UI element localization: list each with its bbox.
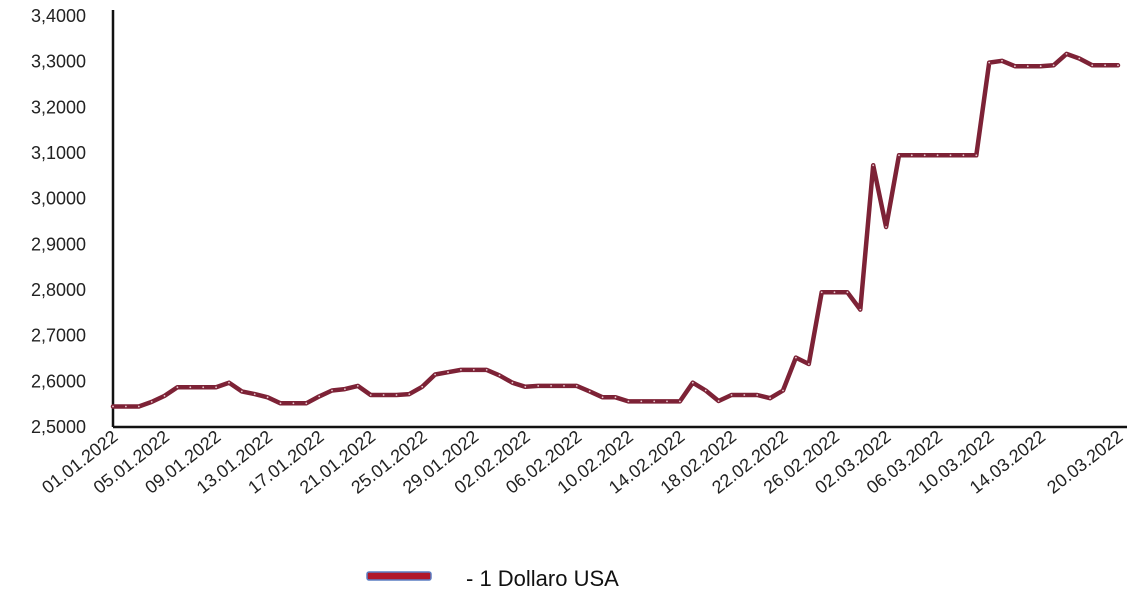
data-point bbox=[550, 385, 552, 387]
data-point bbox=[859, 308, 862, 311]
data-point bbox=[885, 226, 887, 228]
data-point bbox=[395, 394, 398, 396]
data-point bbox=[434, 373, 436, 376]
y-tick-label: 2,5000 bbox=[31, 417, 86, 437]
data-point bbox=[743, 394, 746, 396]
data-point bbox=[163, 395, 166, 397]
data-point bbox=[1117, 64, 1119, 67]
data-point bbox=[382, 394, 385, 396]
data-point bbox=[653, 400, 656, 403]
y-tick-label: 3,2000 bbox=[31, 97, 86, 117]
data-point bbox=[498, 374, 501, 377]
data-point bbox=[331, 389, 333, 392]
data-point bbox=[872, 164, 875, 167]
data-point bbox=[485, 369, 488, 371]
data-point bbox=[962, 154, 965, 157]
legend: - 1 Dollaro USA bbox=[366, 566, 619, 591]
data-point bbox=[563, 385, 565, 387]
data-point bbox=[846, 291, 849, 294]
y-tick-label: 3,4000 bbox=[31, 6, 86, 26]
data-point bbox=[975, 154, 978, 157]
data-point bbox=[511, 381, 514, 384]
data-point bbox=[1104, 64, 1106, 67]
data-point bbox=[782, 389, 784, 392]
data-point bbox=[936, 154, 939, 157]
data-point bbox=[1039, 65, 1042, 68]
data-point bbox=[730, 394, 733, 396]
data-point bbox=[408, 393, 411, 395]
data-point bbox=[988, 61, 991, 64]
data-point bbox=[112, 405, 114, 408]
data-point bbox=[292, 402, 295, 405]
y-tick-label: 3,1000 bbox=[31, 143, 86, 163]
data-point bbox=[795, 356, 797, 359]
data-point bbox=[679, 400, 681, 403]
y-tick-label: 2,8000 bbox=[31, 280, 86, 300]
data-point bbox=[807, 363, 810, 365]
data-point bbox=[472, 369, 475, 371]
data-point bbox=[356, 385, 359, 387]
data-point bbox=[202, 386, 205, 389]
data-point bbox=[537, 385, 540, 387]
series-layer bbox=[110, 51, 1121, 409]
y-tick-label: 2,9000 bbox=[31, 234, 86, 254]
data-point bbox=[1091, 64, 1094, 67]
data-point bbox=[318, 395, 321, 398]
data-point bbox=[756, 394, 759, 396]
data-point bbox=[910, 154, 913, 157]
data-point bbox=[1014, 65, 1016, 68]
data-point bbox=[150, 401, 153, 403]
data-point bbox=[614, 396, 617, 399]
x-axis-tick-labels: 01.01.202205.01.202209.01.202213.01.2022… bbox=[38, 426, 1126, 497]
data-point bbox=[949, 154, 952, 157]
data-point bbox=[189, 386, 192, 389]
legend-swatch bbox=[366, 571, 432, 581]
y-tick-label: 2,7000 bbox=[31, 326, 86, 346]
data-point bbox=[1052, 64, 1055, 67]
data-point bbox=[601, 396, 604, 399]
data-point bbox=[640, 400, 643, 403]
data-point bbox=[215, 386, 218, 389]
data-point bbox=[176, 386, 179, 389]
data-point bbox=[266, 396, 269, 399]
data-point bbox=[369, 394, 372, 396]
data-point bbox=[1026, 65, 1029, 68]
data-point bbox=[524, 385, 527, 388]
data-point bbox=[137, 405, 140, 408]
data-point bbox=[691, 381, 694, 384]
data-point bbox=[460, 369, 462, 371]
series-line-1-dollaro-usa bbox=[110, 51, 1121, 409]
data-point bbox=[898, 154, 900, 157]
data-point bbox=[305, 402, 308, 405]
y-tick-label: 3,3000 bbox=[31, 52, 86, 72]
data-point bbox=[923, 154, 926, 157]
data-point bbox=[447, 371, 449, 374]
data-point bbox=[588, 390, 591, 393]
data-point bbox=[279, 402, 282, 405]
data-point bbox=[769, 397, 771, 400]
legend-label: - 1 Dollaro USA bbox=[466, 566, 619, 591]
y-axis-tick-labels: 2,5000 2,6000 2,7000 2,8000 2,9000 3,0000 3,10… bbox=[31, 6, 86, 437]
data-point bbox=[125, 405, 127, 408]
data-point bbox=[820, 291, 823, 294]
data-point bbox=[717, 400, 720, 402]
data-point bbox=[704, 389, 707, 392]
data-point bbox=[666, 400, 668, 403]
data-point bbox=[253, 393, 256, 395]
data-point bbox=[228, 381, 230, 384]
x-tick-label: 20.03.2022 bbox=[1043, 426, 1126, 497]
data-point bbox=[833, 291, 836, 294]
data-point bbox=[1001, 59, 1003, 62]
y-tick-label: 3,0000 bbox=[31, 189, 86, 209]
data-point bbox=[240, 390, 243, 393]
data-point bbox=[421, 385, 424, 388]
data-point bbox=[1078, 57, 1081, 60]
data-point bbox=[1065, 53, 1068, 55]
data-point bbox=[575, 385, 578, 387]
y-tick-label: 2,6000 bbox=[31, 371, 86, 391]
data-point bbox=[344, 388, 346, 390]
data-point bbox=[627, 400, 630, 403]
